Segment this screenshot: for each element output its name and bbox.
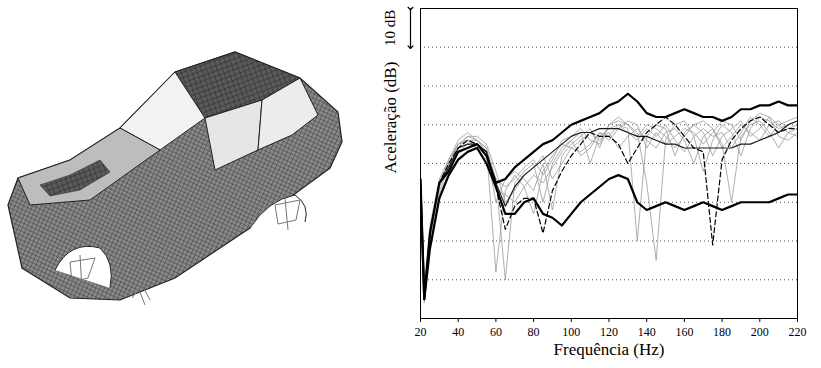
svg-text:200: 200 <box>751 325 769 339</box>
svg-text:160: 160 <box>675 325 693 339</box>
svg-text:Aceleração (dB): Aceleração (dB) <box>381 62 400 174</box>
svg-text:120: 120 <box>600 325 618 339</box>
svg-text:80: 80 <box>528 325 540 339</box>
svg-text:Frequência (Hz): Frequência (Hz) <box>554 340 665 359</box>
svg-text:180: 180 <box>713 325 731 339</box>
svg-text:100: 100 <box>562 325 580 339</box>
svg-text:40: 40 <box>452 325 464 339</box>
svg-text:10 dB: 10 dB <box>382 10 398 46</box>
svg-text:140: 140 <box>638 325 656 339</box>
svg-text:220: 220 <box>789 325 807 339</box>
svg-text:60: 60 <box>490 325 502 339</box>
svg-text:20: 20 <box>415 325 427 339</box>
